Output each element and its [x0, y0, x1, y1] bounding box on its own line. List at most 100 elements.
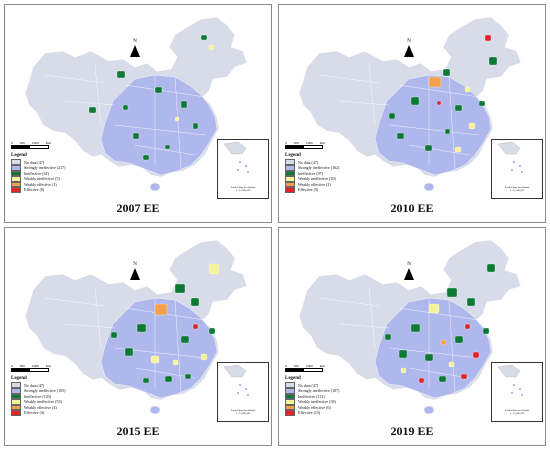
legend-label: Weakly ineffective (5): [24, 176, 60, 182]
hainan-island: [149, 405, 161, 415]
region-patch: [454, 104, 463, 112]
legend-item: Ineffective (114): [285, 393, 365, 400]
legend-swatch: [11, 399, 21, 405]
north-arrow-icon: N: [127, 39, 143, 57]
legend-swatch: [285, 388, 295, 394]
region-patch: [190, 297, 200, 307]
region-patch: [436, 100, 442, 106]
region-patch: [124, 347, 134, 357]
legend-label: No data (47): [298, 159, 319, 165]
north-label: N: [133, 39, 137, 44]
legend-item: No data (47): [285, 159, 365, 165]
scale-label-0: 0: [11, 141, 13, 145]
legend-item: Effective (3): [285, 187, 365, 193]
legend-item: Effective (4): [11, 410, 91, 416]
region-patch: [472, 351, 480, 359]
region-patch: [164, 375, 173, 383]
scale-bar: 0 500 1000 Km: [11, 364, 51, 372]
legend-label: No data (47): [24, 159, 45, 165]
map-panel-2015: N 0 500 1000 Km Legend No data (47) Strongly…: [4, 227, 272, 446]
legend-label: Strongly ineffective (105): [24, 388, 66, 394]
inset-label: South China Sea Islands: [504, 409, 530, 412]
scale-label-1: 500: [293, 141, 299, 145]
legend-label: Ineffective (120): [24, 393, 51, 399]
region-patch: [464, 323, 471, 330]
region-patch: [142, 154, 150, 161]
legend-item: Effective (15): [285, 410, 365, 416]
legend-label: Ineffective (97): [298, 170, 323, 176]
scale-bar: 0 500 1000 Km: [285, 141, 325, 149]
inset-label: South China Sea Islands: [504, 186, 530, 189]
region-patch: [192, 122, 199, 130]
gridlines: [318, 64, 480, 170]
legend-swatch: [11, 404, 21, 411]
eastern-region: [374, 74, 492, 176]
gridlines: [44, 64, 206, 170]
region-patch: [154, 86, 163, 94]
legend: Legend No data (47) Strongly ineffective …: [11, 153, 91, 193]
legend-swatch: [285, 187, 295, 193]
legend: Legend No data (47) Strongly ineffective …: [11, 376, 91, 416]
region-patch: [398, 349, 408, 359]
panel-title: 2010 EE: [390, 201, 434, 215]
hainan-island: [423, 405, 435, 415]
inset-map: [223, 141, 249, 173]
region-patch: [136, 323, 147, 333]
inset-label: South China Sea Islands: [230, 409, 256, 412]
scale-label-2: 1000: [31, 141, 39, 145]
legend-item: Weakly effective (6): [285, 404, 365, 411]
legend-swatch: [285, 181, 295, 188]
legend-swatch: [285, 404, 295, 411]
region-patch: [446, 287, 458, 298]
scale-label-0: 0: [285, 364, 287, 368]
south-china-sea-inset: South China Sea Islands 1 : 25,000,000: [217, 139, 269, 199]
legend-item: No data (47): [11, 382, 91, 388]
legend-swatch: [285, 399, 295, 405]
legend-item: No data (47): [11, 159, 91, 165]
legend-swatch: [285, 410, 295, 416]
region-patch: [174, 283, 186, 294]
legend-label: Effective (15): [298, 410, 321, 416]
legend-label: Strongly ineffective (217): [24, 165, 66, 171]
region-patch: [460, 373, 468, 380]
region-patch: [184, 373, 192, 380]
hainan-island: [149, 182, 161, 192]
scale-label-0: 0: [285, 141, 287, 145]
scale-label-2: 1000: [305, 141, 313, 145]
legend-label: Effective (3): [298, 187, 319, 193]
region-patch: [208, 327, 216, 335]
inset-map: [497, 141, 523, 173]
north-label: N: [407, 39, 411, 44]
region-patch: [410, 96, 420, 106]
legend-item: Weakly ineffective (38): [285, 399, 365, 405]
region-patch: [482, 327, 490, 335]
legend-title: Legend: [11, 153, 27, 158]
region-patch: [444, 128, 451, 135]
legend-item: Ineffective (97): [285, 170, 365, 177]
region-patch: [454, 335, 464, 344]
region-patch: [428, 76, 442, 88]
region-patch: [384, 333, 392, 341]
legend-item: Weakly ineffective (53): [11, 399, 91, 405]
region-patch: [428, 303, 440, 314]
region-patch: [464, 86, 471, 93]
map-panel-2010: N 0 500 1000 Km Legend No data (47) Strongly…: [278, 4, 546, 223]
legend-swatch: [11, 388, 21, 394]
region-patch: [200, 34, 208, 41]
north-arrow-glyph: [130, 45, 140, 57]
region-patch: [410, 323, 421, 333]
north-arrow-glyph: [404, 45, 414, 57]
south-china-sea-inset: South China Sea Islands 1 : 25,000,000: [491, 139, 543, 199]
region-patch: [418, 377, 425, 384]
region-patch: [440, 339, 447, 346]
legend: Legend No data (47) Strongly ineffective …: [285, 376, 365, 416]
china-map: [298, 16, 522, 192]
region-patch: [142, 377, 150, 384]
scale-label-2: 1000: [31, 364, 39, 368]
inset-scale: 1 : 25,000,000: [235, 189, 251, 192]
scale-label-0: 0: [11, 364, 13, 368]
hainan-island: [423, 182, 435, 192]
legend-label: Weakly ineffective (53): [24, 399, 62, 405]
scale-bar: 0 500 1000 Km: [11, 141, 51, 149]
legend-item: Effective (0): [11, 187, 91, 193]
